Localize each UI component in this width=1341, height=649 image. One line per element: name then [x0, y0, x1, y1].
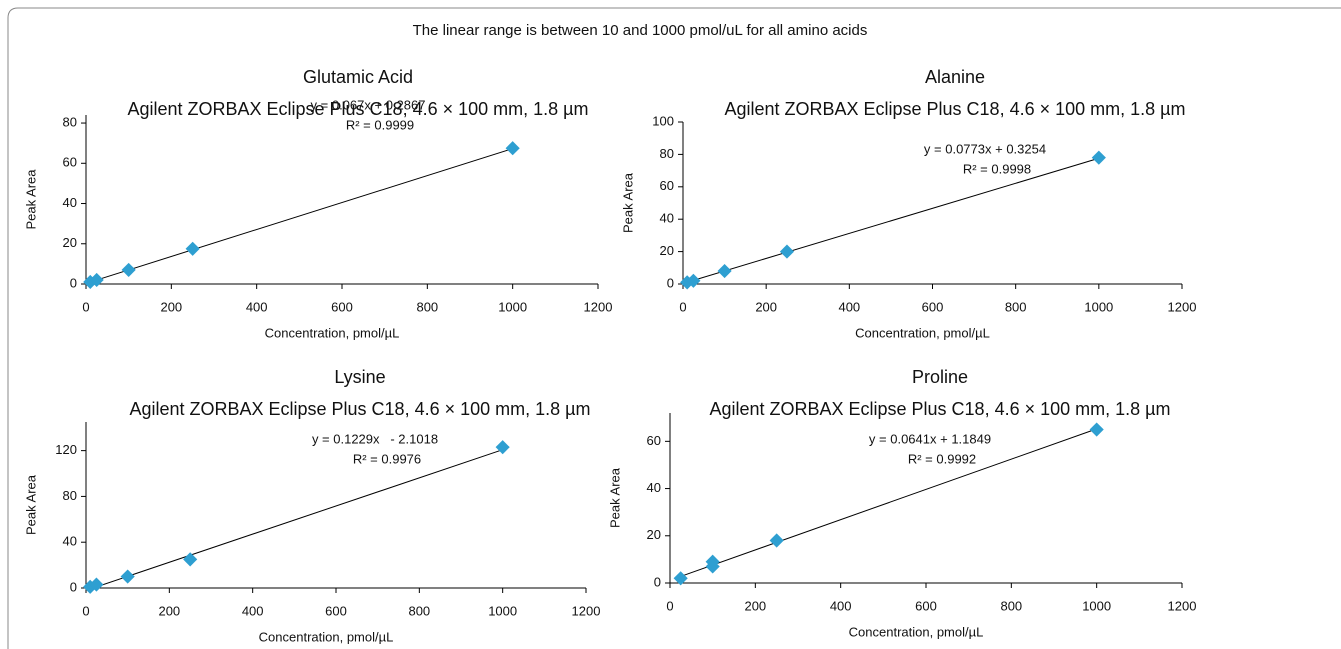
data-point [89, 577, 104, 592]
x-tick-label: 200 [158, 603, 180, 618]
y-tick-label: 20 [647, 527, 661, 542]
x-tick-label: 400 [830, 598, 852, 613]
x-tick-label: 200 [755, 299, 777, 314]
x-tick-label: 1000 [498, 299, 527, 314]
x-tick-label: 1000 [1082, 598, 1111, 613]
chart-title: Glutamic Acid [303, 67, 413, 87]
x-tick-label: 400 [838, 299, 860, 314]
data-point [89, 272, 104, 288]
x-tick-label: 1000 [1084, 299, 1113, 314]
figure-title: The linear range is between 10 and 1000 … [413, 22, 868, 39]
x-tick-label: 1200 [1168, 299, 1197, 314]
x-tick-label: 0 [82, 603, 89, 618]
chart-subtitle: Agilent ZORBAX Eclipse Plus C18, 4.6 × 1… [129, 399, 590, 419]
y-tick-label: 0 [654, 574, 661, 589]
y-axis-label: Peak Area [23, 169, 38, 230]
trendline [680, 428, 1097, 577]
y-tick-label: 40 [63, 195, 77, 210]
data-point [1089, 422, 1104, 437]
data-point [705, 554, 720, 569]
y-axis-label: Peak Area [620, 172, 635, 233]
data-point [769, 533, 784, 548]
y-axis-label: Peak Area [607, 467, 622, 528]
annotation: y = 0.0641x + 1.1849 [869, 431, 991, 446]
annotation: R² = 0.9998 [963, 161, 1031, 176]
y-tick-label: 120 [55, 442, 77, 457]
x-axis-label: Concentration, pmol/µL [265, 325, 400, 340]
chart-title: Alanine [925, 67, 985, 87]
trendline [90, 148, 513, 283]
y-tick-label: 0 [70, 579, 77, 594]
data-point [183, 552, 198, 567]
chart-subtitle: Agilent ZORBAX Eclipse Plus C18, 4.6 × 1… [724, 99, 1185, 119]
data-point [185, 241, 200, 256]
x-tick-label: 400 [246, 299, 268, 314]
x-tick-label: 0 [82, 299, 89, 314]
y-tick-label: 60 [660, 178, 674, 193]
data-point [686, 273, 701, 288]
x-tick-label: 600 [331, 299, 353, 314]
y-tick-label: 0 [70, 275, 77, 290]
x-tick-label: 200 [744, 598, 766, 613]
trendline [90, 449, 503, 590]
y-tick-label: 40 [660, 211, 674, 226]
x-tick-label: 400 [242, 603, 264, 618]
y-tick-label: 60 [63, 155, 77, 170]
chart-subtitle: Agilent ZORBAX Eclipse Plus C18, 4.6 × 1… [127, 99, 588, 119]
y-axis-label: Peak Area [23, 474, 38, 535]
x-tick-label: 1200 [1168, 598, 1197, 613]
data-point [779, 244, 795, 259]
x-tick-label: 600 [922, 299, 944, 314]
y-tick-label: 80 [63, 114, 77, 129]
x-axis-label: Concentration, pmol/µL [849, 624, 984, 639]
annotation: R² = 0.9976 [353, 451, 421, 466]
data-point [717, 263, 732, 279]
x-tick-label: 1200 [572, 603, 601, 618]
y-tick-label: 80 [660, 146, 674, 161]
chart-title: Proline [912, 367, 968, 387]
x-tick-label: 600 [325, 603, 347, 618]
data-point [1091, 150, 1106, 165]
frame [7, 7, 1341, 649]
y-tick-label: 60 [647, 433, 661, 448]
data-point [121, 262, 136, 277]
y-tick-label: 40 [647, 480, 661, 495]
x-tick-label: 1200 [584, 299, 613, 314]
x-tick-label: 1000 [488, 603, 517, 618]
x-tick-label: 800 [1005, 299, 1027, 314]
x-axis-label: Concentration, pmol/µL [855, 325, 990, 340]
data-point [505, 141, 520, 156]
x-tick-label: 800 [416, 299, 438, 314]
x-tick-label: 200 [160, 299, 182, 314]
data-point [495, 440, 510, 455]
x-tick-label: 800 [408, 603, 430, 618]
y-tick-label: 80 [63, 488, 77, 503]
x-axis-label: Concentration, pmol/µL [259, 629, 394, 644]
y-tick-label: 100 [652, 113, 674, 128]
chart-title: Lysine [334, 367, 385, 387]
x-tick-label: 0 [679, 299, 686, 314]
chart-subtitle: Agilent ZORBAX Eclipse Plus C18, 4.6 × 1… [709, 399, 1170, 419]
y-tick-label: 40 [63, 534, 77, 549]
y-tick-label: 20 [63, 235, 77, 250]
x-tick-label: 0 [666, 598, 673, 613]
annotation: y = 0.0773x + 0.3254 [924, 141, 1046, 156]
annotation: y = 0.067x + 0.2867 [311, 97, 426, 112]
x-tick-label: 600 [915, 598, 937, 613]
annotation: R² = 0.9999 [346, 117, 414, 132]
annotation: y = 0.1229x - 2.1018 [312, 431, 438, 446]
y-tick-label: 0 [667, 275, 674, 290]
annotation: R² = 0.9992 [908, 451, 976, 466]
data-point [120, 569, 135, 584]
x-tick-label: 800 [1000, 598, 1022, 613]
trendline [687, 157, 1099, 283]
data-point [673, 571, 688, 586]
y-tick-label: 20 [660, 243, 674, 258]
